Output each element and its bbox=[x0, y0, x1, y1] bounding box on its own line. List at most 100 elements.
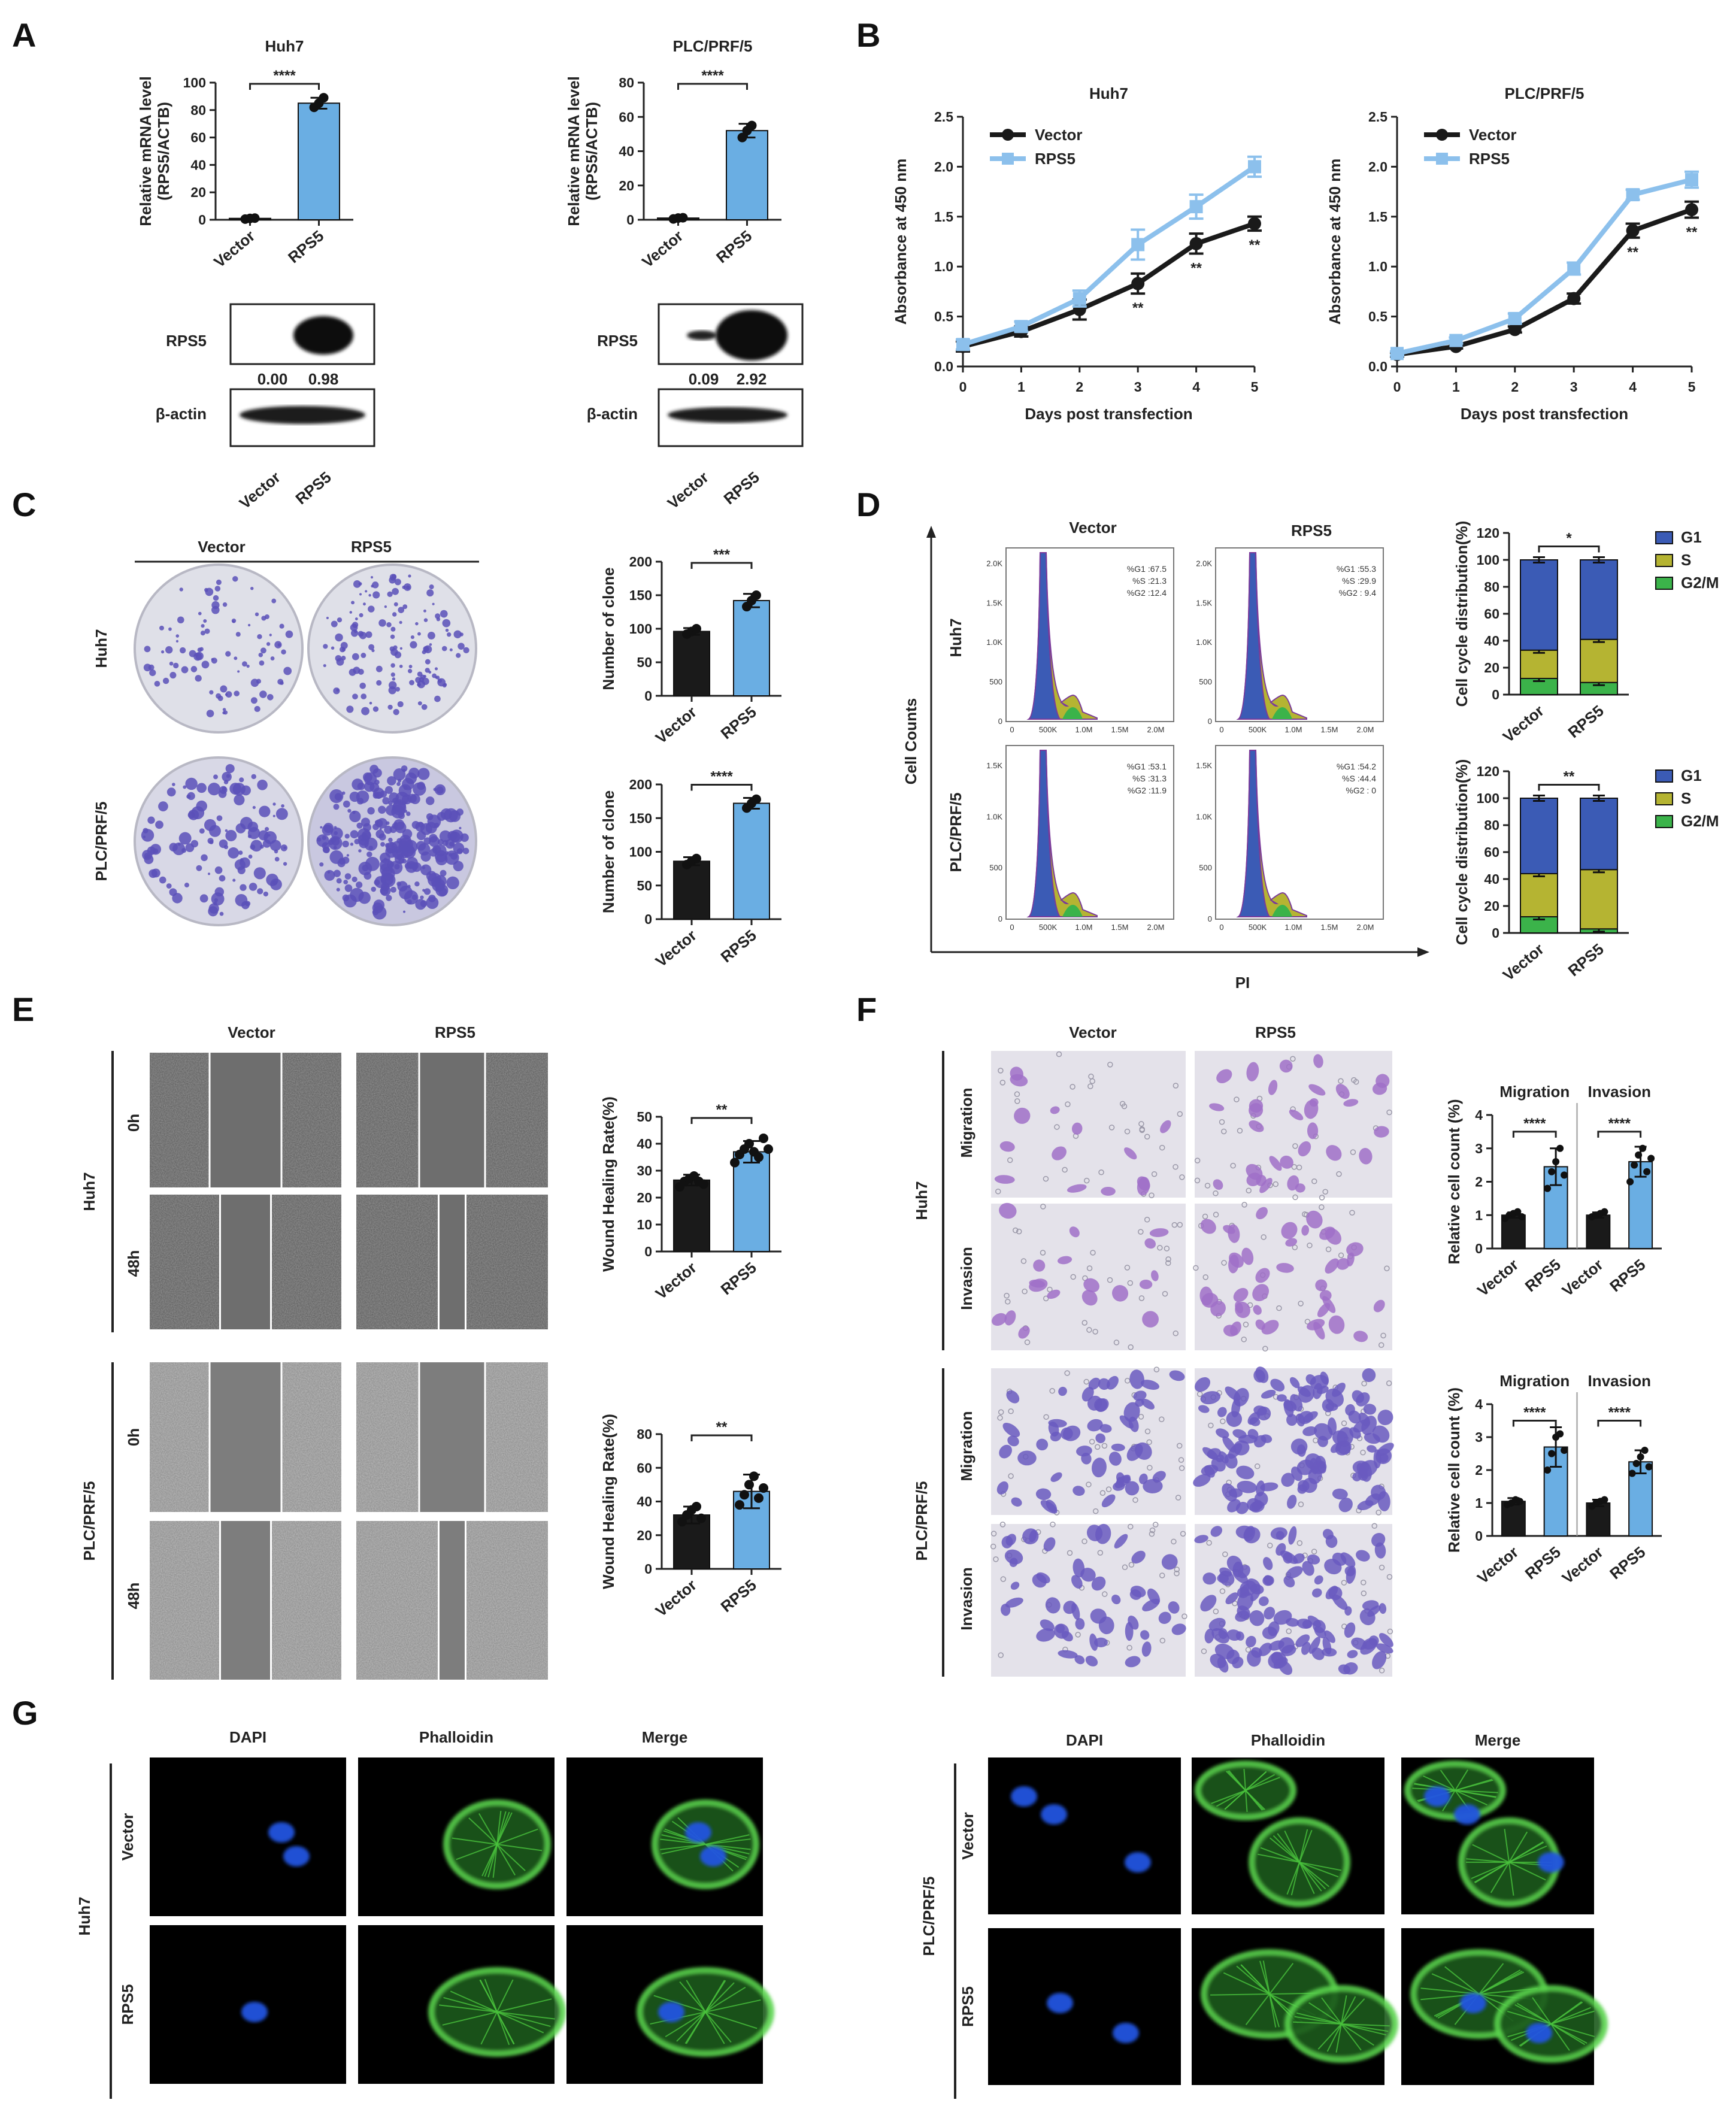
colony bbox=[426, 813, 434, 820]
colony bbox=[155, 820, 163, 829]
colony bbox=[417, 632, 421, 636]
colony bbox=[404, 786, 408, 790]
stained-cell bbox=[1353, 1419, 1370, 1433]
membrane-pore bbox=[1179, 1174, 1185, 1180]
membrane-pore bbox=[1089, 1438, 1095, 1445]
significance-label: ** bbox=[1249, 237, 1261, 253]
plate-huh7-vector bbox=[134, 563, 304, 734]
colony bbox=[228, 847, 240, 859]
membrane-pore bbox=[1126, 1644, 1132, 1651]
y-tick-label: 2.5 bbox=[1368, 109, 1387, 125]
stained-cell bbox=[1246, 1172, 1262, 1186]
actin-fiber bbox=[1216, 1774, 1276, 1807]
membrane-pore bbox=[1043, 1295, 1049, 1302]
segment-g1 bbox=[1520, 559, 1558, 651]
stained-cell bbox=[1137, 1177, 1150, 1196]
y-tick-label: 30 bbox=[637, 1163, 652, 1178]
stained-cell bbox=[1259, 1178, 1273, 1193]
data-point bbox=[1449, 334, 1463, 347]
membrane-pore bbox=[1149, 1531, 1155, 1537]
stained-cell bbox=[1262, 1626, 1277, 1640]
blot-lane-rps5: RPS5 bbox=[292, 468, 335, 508]
colony bbox=[397, 701, 404, 708]
data-point bbox=[752, 590, 761, 600]
data-point bbox=[696, 1513, 706, 1523]
nucleus bbox=[700, 1846, 726, 1866]
colony bbox=[147, 816, 155, 824]
colony bbox=[406, 811, 411, 816]
colony bbox=[234, 690, 240, 696]
colony bbox=[333, 846, 337, 850]
colony bbox=[349, 810, 361, 823]
colony bbox=[274, 856, 280, 862]
y-tick-label: 2 bbox=[1475, 1174, 1483, 1190]
colony bbox=[260, 844, 264, 849]
col-label-rps5: RPS5 bbox=[1291, 522, 1332, 540]
y-tick-label: 80 bbox=[190, 102, 206, 118]
colony bbox=[181, 848, 187, 853]
colony bbox=[201, 854, 208, 862]
colony bbox=[429, 834, 438, 843]
colony bbox=[363, 602, 366, 606]
stained-cell bbox=[1301, 1641, 1311, 1655]
colony bbox=[358, 582, 362, 586]
stained-cell bbox=[1211, 1457, 1226, 1472]
if-image bbox=[358, 1757, 555, 1916]
colony bbox=[335, 633, 343, 642]
legend-label: Vector bbox=[1035, 126, 1083, 144]
stained-cell bbox=[1347, 1650, 1358, 1659]
stained-cell bbox=[1372, 1651, 1387, 1669]
x-tick-label: Vector bbox=[1559, 1543, 1607, 1587]
colony bbox=[381, 872, 396, 887]
data-point bbox=[1567, 292, 1581, 305]
data-point bbox=[1544, 1184, 1552, 1192]
colony bbox=[169, 843, 178, 852]
legend-label: G2/M bbox=[1681, 812, 1719, 830]
membrane-pore bbox=[1049, 1388, 1055, 1394]
stained-cell bbox=[1029, 1529, 1037, 1543]
bar-chart-c1: 0 50 100 150 200 Number of clone Vector RPS5 *** bbox=[599, 547, 781, 747]
stained-cell bbox=[1198, 1405, 1210, 1413]
membrane-pore bbox=[1204, 1183, 1211, 1189]
transwell-grid bbox=[990, 1051, 1394, 1677]
stained-cell bbox=[1345, 1404, 1355, 1416]
data-point bbox=[1518, 1213, 1526, 1221]
y-tick-label: 60 bbox=[190, 130, 206, 146]
membrane-pore bbox=[1202, 1274, 1208, 1280]
colony bbox=[323, 644, 328, 649]
colony bbox=[359, 613, 363, 617]
colony bbox=[395, 687, 401, 692]
colony bbox=[240, 817, 253, 829]
membrane-pore bbox=[1243, 1322, 1249, 1328]
colony bbox=[165, 646, 173, 654]
colony bbox=[368, 644, 375, 650]
colony bbox=[395, 822, 407, 834]
colony bbox=[440, 610, 448, 618]
data-point bbox=[735, 1500, 744, 1510]
phase-stat: %G2 : 9.4 bbox=[1339, 588, 1376, 598]
blot-rps5-band-vector bbox=[687, 331, 717, 340]
membrane-pore bbox=[990, 1543, 996, 1550]
stained-cell bbox=[1286, 1414, 1298, 1426]
stained-cell bbox=[1373, 1299, 1385, 1313]
data-point bbox=[319, 93, 329, 103]
stained-cell bbox=[1235, 1631, 1244, 1641]
data-point bbox=[1647, 1154, 1655, 1162]
bar-rps5 bbox=[733, 599, 770, 697]
stained-cell bbox=[1218, 1628, 1228, 1640]
colony bbox=[390, 663, 395, 668]
data-point bbox=[752, 794, 761, 804]
y-tick-label: 20 bbox=[1484, 898, 1499, 914]
data-point bbox=[1643, 1168, 1651, 1175]
data-point bbox=[754, 1493, 764, 1503]
membrane-pore bbox=[1213, 1608, 1219, 1614]
stained-cell bbox=[1277, 1394, 1287, 1402]
y-tick-label: 100 bbox=[629, 844, 652, 860]
colony bbox=[354, 629, 357, 634]
x-tick-label: Vector bbox=[652, 703, 700, 747]
colony bbox=[410, 641, 417, 649]
colony bbox=[225, 691, 232, 698]
stained-cell bbox=[1054, 1623, 1070, 1639]
membrane-pore bbox=[1379, 1565, 1385, 1571]
stained-cell bbox=[1249, 1501, 1265, 1513]
